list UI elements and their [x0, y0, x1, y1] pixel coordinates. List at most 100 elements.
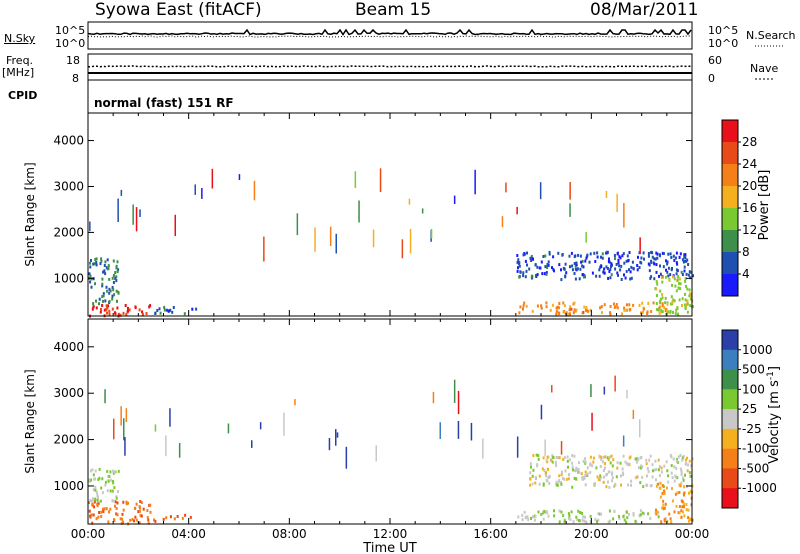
- scatter-cell: [104, 260, 107, 264]
- scatter-cell: [551, 266, 553, 270]
- scatter-cell: [626, 462, 628, 466]
- scatter-cell: [583, 305, 586, 309]
- scatter-cell: [535, 274, 538, 277]
- scatter-cell: [603, 303, 606, 307]
- scatter-cell: [655, 302, 658, 305]
- scatter-cell: [92, 302, 95, 306]
- scatter-cell: [555, 483, 558, 487]
- scatter-cell: [149, 304, 152, 308]
- scatter-cell: [551, 454, 554, 458]
- scatter-cell: [640, 464, 643, 468]
- scatter-cell: [566, 312, 569, 316]
- scatter-cell: [669, 310, 672, 313]
- scatter-cell: [88, 272, 91, 276]
- scatter-cell: [657, 458, 660, 462]
- scatter-cell: [630, 276, 633, 280]
- scatter-cell: [614, 267, 617, 271]
- scatter-cell: [602, 455, 605, 459]
- scatter-cell: [547, 263, 550, 267]
- scatter-cell: [548, 252, 551, 256]
- scatter-cell: [548, 481, 551, 485]
- scatter-cell: [94, 497, 97, 501]
- scatter-cell: [135, 518, 138, 522]
- scatter-cell: [680, 473, 683, 477]
- scatter-streak: [603, 386, 606, 395]
- power-colorbar: 28 24 20 16 12 8 4: [721, 119, 757, 297]
- scatter-cell: [138, 505, 141, 509]
- scatter-cell: [575, 263, 578, 267]
- scatter-streak: [439, 422, 441, 439]
- velocity-colorbar: 1000 500 100 25 -25 -100 -500 -1000: [721, 329, 777, 509]
- scatter-cell: [680, 515, 683, 519]
- scatter-cell: [551, 455, 554, 459]
- scatter-cell: [614, 482, 617, 486]
- scatter-cell: [686, 310, 689, 314]
- y-tick-label: 2000: [53, 225, 84, 239]
- scatter-cell: [651, 469, 654, 473]
- scatter-cell: [598, 477, 601, 481]
- scatter-cell: [560, 481, 563, 484]
- scatter-streak: [616, 193, 618, 212]
- scatter-cell: [671, 267, 673, 270]
- scatter-cell: [640, 256, 643, 260]
- scatter-cell: [518, 275, 521, 279]
- scatter-cell: [95, 491, 98, 495]
- scatter-cell: [609, 305, 612, 308]
- scatter-cell: [142, 507, 145, 511]
- scatter-cell: [575, 515, 578, 519]
- scatter-cell: [637, 458, 640, 462]
- scatter-cell: [575, 477, 578, 481]
- scatter-cell: [93, 262, 96, 266]
- scatter-cell: [558, 302, 561, 305]
- scatter-cell: [100, 307, 102, 311]
- velocity-colorbar-tick-label: -25: [742, 422, 762, 436]
- scatter-cell: [638, 266, 641, 269]
- scatter-cell: [686, 302, 689, 306]
- scatter-cell: [646, 312, 649, 315]
- scatter-cell: [613, 484, 616, 488]
- power-colorbar-tick-label: 24: [742, 157, 757, 171]
- scatter-streak: [379, 168, 382, 192]
- scatter-cell: [553, 269, 555, 273]
- scatter-cell: [115, 264, 118, 268]
- scatter-streak: [372, 229, 375, 248]
- scatter-cell: [654, 257, 657, 261]
- scatter-cell: [658, 311, 661, 315]
- scatter-cell: [568, 312, 571, 316]
- scatter-cell: [662, 499, 665, 503]
- nsearch-tick-bottom: 10^0: [708, 37, 739, 50]
- scatter-cell: [673, 479, 676, 483]
- scatter-cell: [599, 465, 602, 468]
- scatter-cell: [602, 270, 605, 274]
- scatter-cell: [611, 464, 614, 468]
- scatter-cell: [682, 478, 685, 482]
- scatter-cell: [677, 312, 680, 316]
- scatter-cell: [116, 299, 118, 303]
- freq-strip: [87, 53, 693, 81]
- scatter-cell: [147, 518, 150, 522]
- scatter-cell: [552, 255, 555, 259]
- scatter-cell: [627, 483, 630, 487]
- scatter-cell: [670, 471, 673, 475]
- nsky-tick-bottom: 10^0: [55, 37, 86, 50]
- scatter-cell: [106, 258, 109, 262]
- scatter-cell: [540, 306, 543, 310]
- scatter-cell: [684, 305, 687, 309]
- scatter-streak: [623, 203, 625, 228]
- scatter-cell: [613, 254, 616, 257]
- scatter-cell: [560, 268, 562, 272]
- scatter-cell: [669, 517, 672, 521]
- scatter-cell: [654, 459, 657, 463]
- scatter-cell: [518, 264, 521, 268]
- scatter-cell: [614, 305, 617, 309]
- scatter-cell: [101, 477, 104, 481]
- scatter-cell: [655, 478, 657, 482]
- scatter-cell: [565, 477, 568, 481]
- scatter-cell: [176, 515, 179, 518]
- scatter-streak: [154, 424, 157, 432]
- scatter-cell: [608, 470, 611, 474]
- scatter-cell: [610, 273, 613, 277]
- scatter-cell: [609, 461, 612, 465]
- scatter-cell: [670, 520, 673, 524]
- scatter-streak: [585, 232, 587, 243]
